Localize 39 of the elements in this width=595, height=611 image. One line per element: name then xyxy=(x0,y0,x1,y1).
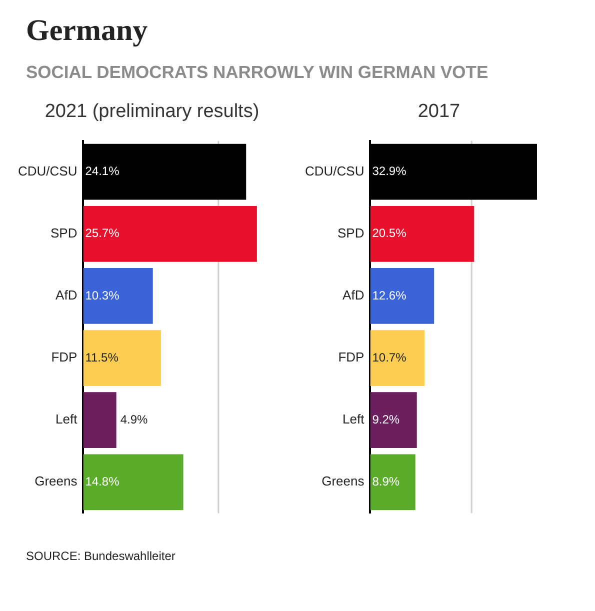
y-tick-label: CDU/CSU xyxy=(18,163,78,178)
chart-subtitle: SOCIAL DEMOCRATS NARROWLY WIN GERMAN VOTE xyxy=(26,62,490,83)
bar xyxy=(83,268,153,324)
y-tick-label: Greens xyxy=(34,474,78,489)
data-label: 12.6% xyxy=(372,288,407,302)
data-label: 10.3% xyxy=(85,288,120,302)
data-label: 4.9% xyxy=(120,412,148,426)
bar xyxy=(370,392,417,448)
data-label: 25.7% xyxy=(85,226,120,240)
source-note: SOURCE: Bundeswahlleiter xyxy=(25,549,176,563)
y-tick-label: FDP xyxy=(51,350,78,365)
bar xyxy=(370,268,434,324)
data-label: 20.5% xyxy=(372,226,407,240)
y-tick-label: SPD xyxy=(50,225,78,240)
data-label: 10.7% xyxy=(372,350,407,364)
data-label: 11.5% xyxy=(85,350,119,364)
bar xyxy=(370,206,474,262)
y-tick-label: AfD xyxy=(56,288,78,303)
y-tick-label: Left xyxy=(56,412,78,427)
data-label: 9.2% xyxy=(372,412,400,426)
bar xyxy=(370,330,424,386)
bar xyxy=(370,454,416,510)
x-axis-title: 2017 xyxy=(416,101,462,123)
data-label: 24.1% xyxy=(85,164,120,178)
data-label: 14.8% xyxy=(85,474,120,488)
y-tick-label: Greens xyxy=(322,474,365,489)
data-label: 8.9% xyxy=(372,474,400,488)
y-tick-label: AfD xyxy=(342,288,364,303)
y-tick-label: CDU/CSU xyxy=(304,163,364,178)
y-tick-label: Left xyxy=(342,412,365,427)
y-tick-label: FDP xyxy=(338,350,364,365)
bar xyxy=(83,330,161,386)
bar xyxy=(83,392,116,448)
x-axis-title: 2021 (preliminary results) xyxy=(44,101,260,123)
bar xyxy=(83,454,184,510)
bar xyxy=(83,206,257,262)
data-label: 32.9% xyxy=(372,164,407,178)
chart-title: Germany xyxy=(26,14,149,48)
y-tick-label: SPD xyxy=(337,225,364,240)
